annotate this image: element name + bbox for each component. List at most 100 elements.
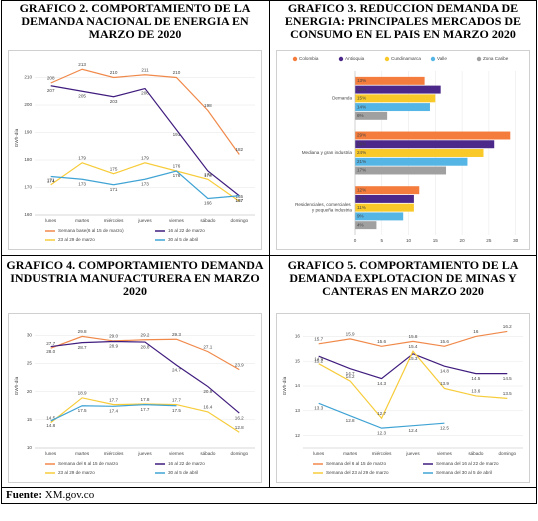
x-tick-label: lunes <box>45 451 57 456</box>
legend-label: 23 al 29 de marzo <box>58 237 95 242</box>
data-label: 28.0 <box>46 349 55 354</box>
data-label: 29.0 <box>109 334 118 339</box>
y-tick-label: 20 <box>27 389 33 394</box>
data-label: 12.7 <box>377 411 386 416</box>
x-tick-label: domingo <box>230 218 248 223</box>
data-label: 9% <box>357 214 364 219</box>
source-label: Fuente: <box>6 489 43 501</box>
y-tick-label: 15 <box>27 417 33 422</box>
x-tick-label: 25 <box>486 238 492 243</box>
x-tick-label: miércoles <box>104 218 124 223</box>
data-label: 20.9 <box>203 389 212 394</box>
line <box>50 397 240 433</box>
border <box>269 0 270 487</box>
line <box>318 402 445 429</box>
data-label: 17.7 <box>109 397 118 402</box>
data-label: 179 <box>78 155 86 160</box>
data-label: 15.6 <box>377 339 386 344</box>
legend-label: 16 al 22 de marzo <box>168 461 205 466</box>
data-label: 176 <box>204 173 212 178</box>
data-label: 26% <box>357 141 366 146</box>
y-tick-label: 200 <box>24 102 32 107</box>
data-label: 173 <box>78 181 86 186</box>
data-label: 17.7 <box>141 407 150 412</box>
data-label: 210 <box>110 70 118 75</box>
bar <box>355 94 436 103</box>
legend-label: Semana del 6 al 15 de marzo <box>58 461 118 466</box>
x-tick-label: sábado <box>468 451 484 456</box>
x-tick-label: 30 <box>513 238 519 243</box>
line <box>50 68 240 155</box>
data-label: 27.7 <box>46 341 55 346</box>
x-tick-label: martes <box>75 218 90 223</box>
y-tick-label: 16 <box>295 334 301 339</box>
data-label: 191 <box>173 132 181 137</box>
bar <box>355 203 414 212</box>
data-label: 14.5 <box>471 376 480 381</box>
data-label: 166 <box>204 201 212 206</box>
data-label: 173 <box>204 172 212 177</box>
data-label: 14.3 <box>377 381 386 386</box>
source: XM.gov.co <box>44 489 95 501</box>
data-label: 167 <box>235 198 243 203</box>
chart: 10 15 20 25 30 GWh-día lunes martes miércoles jue… <box>8 313 262 483</box>
x-tick-label: domingo <box>230 451 248 456</box>
data-label: 211 <box>141 67 149 72</box>
data-label: 24% <box>357 150 366 155</box>
legend-label: 30 al 5 de abril <box>168 237 198 242</box>
data-label: 15% <box>357 96 366 101</box>
data-label: 12.8 <box>235 425 244 430</box>
y-tick-label: 160 <box>24 212 32 217</box>
data-label: 12.4 <box>409 428 418 433</box>
y-tick-label: 13 <box>295 408 301 413</box>
data-label: 171 <box>110 187 118 192</box>
x-tick-label: viernes <box>437 451 453 456</box>
bar <box>355 140 495 149</box>
x-tick-label: domingo <box>498 451 516 456</box>
legend-label: Semana del 30 al 5 de abril <box>436 470 492 475</box>
data-label: 176 <box>173 164 181 169</box>
line <box>318 353 508 380</box>
y-tick-label: 170 <box>24 185 32 190</box>
data-label: 16.2 <box>503 324 512 329</box>
data-label: 14.7 <box>346 371 355 376</box>
data-label: 16% <box>357 87 366 92</box>
bar <box>355 85 441 94</box>
data-label: 167 <box>235 198 243 203</box>
data-label: 207 <box>47 88 55 93</box>
data-label: 4% <box>357 222 364 227</box>
line <box>318 350 508 420</box>
data-label: 17.8 <box>141 397 150 402</box>
data-label: 13.9 <box>440 381 449 386</box>
border <box>536 0 537 504</box>
legend-label: Valle <box>437 56 447 61</box>
legend-label: Cundinamarca <box>391 56 421 61</box>
data-label: 176 <box>173 173 181 178</box>
data-label: 27.1 <box>203 344 212 349</box>
legend-swatch <box>292 56 298 62</box>
legend-label: Colombia <box>299 56 319 61</box>
legend-label: 30 al 5 de abril <box>168 470 198 475</box>
x-tick-label: sábado <box>200 218 216 223</box>
bar <box>355 149 484 157</box>
x-tick-label: sábado <box>200 451 216 456</box>
chart-title: GRAFICO 3. REDUCCION DEMANDA DE ENERGIA:… <box>284 1 522 41</box>
y-axis-label: GWh-día <box>14 128 19 147</box>
data-label: 18.9 <box>78 391 87 396</box>
data-label: 179 <box>141 155 149 160</box>
data-label: 23.9 <box>235 362 244 367</box>
data-label: 17.7 <box>172 397 181 402</box>
line <box>50 403 177 422</box>
data-label: 14.5 <box>46 415 55 420</box>
data-label: 12.8 <box>346 418 355 423</box>
data-label: 15.7 <box>314 337 323 342</box>
data-label: 15.4 <box>409 344 418 349</box>
legend-label: Semana base(6 al 15 de marzo) <box>58 228 124 233</box>
data-label: 17.5 <box>172 408 181 413</box>
y-tick-label: Residenciales, comerciales y pequeña ind… <box>295 202 352 213</box>
legend-label: Semana del 23 al 29 de marzo <box>326 470 389 475</box>
data-label: 165 <box>235 194 243 199</box>
x-tick-label: miércoles <box>372 451 392 456</box>
line <box>50 170 240 200</box>
x-tick-label: 10 <box>406 238 412 243</box>
